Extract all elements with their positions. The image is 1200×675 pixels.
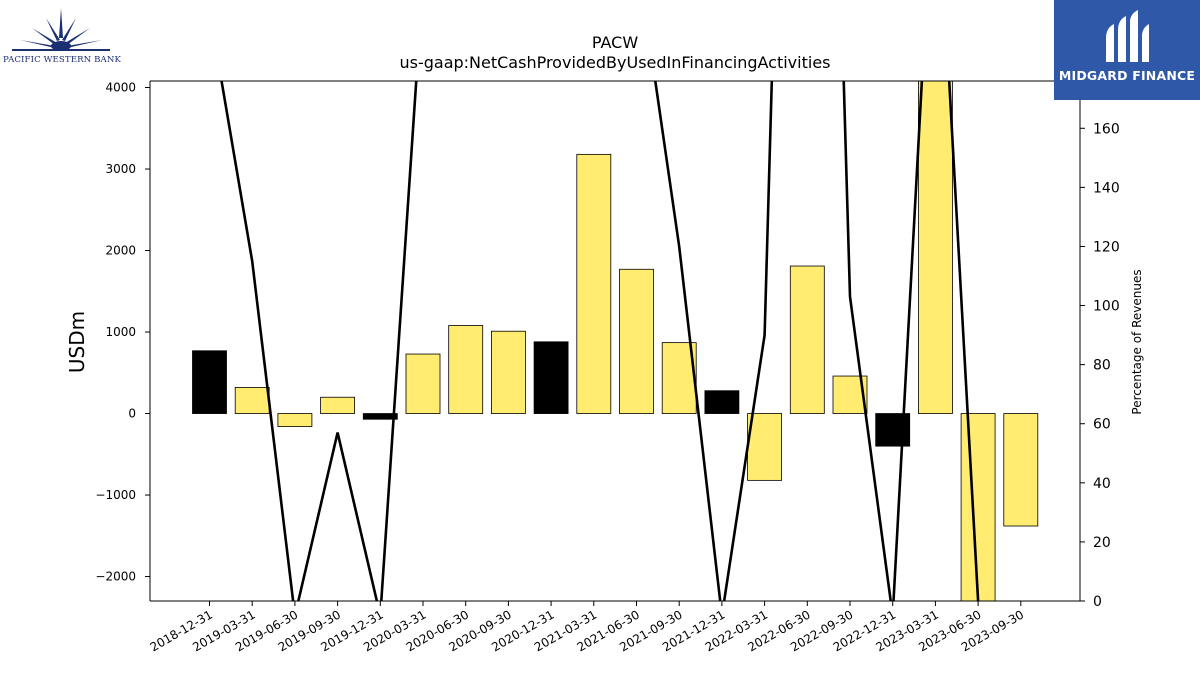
bar [704,390,740,414]
bar [747,413,782,481]
logo-left-text: PACIFIC WESTERN BANK [2,55,121,65]
y2-tick-label: 100 [1093,299,1120,315]
bar [1003,413,1039,527]
y-axis-label: USDm [65,311,89,373]
bar [448,325,484,414]
y2-axis-label: Percentage of Revenues [1130,269,1144,414]
y-tick-label: −2000 [95,570,136,584]
y-tick-label: 3000 [105,162,136,176]
y-tick-label: 0 [128,407,136,421]
bar [362,413,398,420]
bar [277,413,313,427]
y-tick-label: 1000 [105,325,136,339]
bar [320,396,356,414]
y-tick-label: 2000 [105,244,136,258]
bar [789,265,825,414]
bar [192,350,227,414]
chart-title: PACW [592,33,638,52]
pacific-western-bank-logo: PACIFIC WESTERN BANK [2,4,121,66]
y2-tick-label: 80 [1093,358,1111,374]
bar [490,330,526,414]
line-series [220,81,980,601]
y2-tick-label: 40 [1093,476,1111,492]
bar [576,153,612,414]
y2-tick-label: 120 [1093,239,1120,255]
bar-series [192,81,1039,601]
y-tick-label: −1000 [95,488,136,502]
bar [619,268,654,414]
bar [960,413,996,601]
chart-subtitle: us-gaap:NetCashProvidedByUsedInFinancing… [399,53,830,72]
midgard-mark-icon [1106,10,1149,62]
line-path [220,81,980,601]
y2-tick-label: 60 [1093,417,1111,433]
y2-tick-label: 0 [1093,594,1102,610]
sunburst-icon [12,8,110,51]
y2-tick-label: 20 [1093,535,1111,551]
y-tick-label: 4000 [105,81,136,95]
bar [234,387,270,414]
logo-right-text: MIDGARD FINANCE [1058,68,1196,83]
bar [918,81,953,414]
bar [405,353,441,414]
y2-tick-label: 160 [1093,121,1120,137]
midgard-finance-logo: MIDGARD FINANCE [1054,0,1200,100]
y2-tick-label: 140 [1093,180,1120,196]
bar [533,341,569,414]
